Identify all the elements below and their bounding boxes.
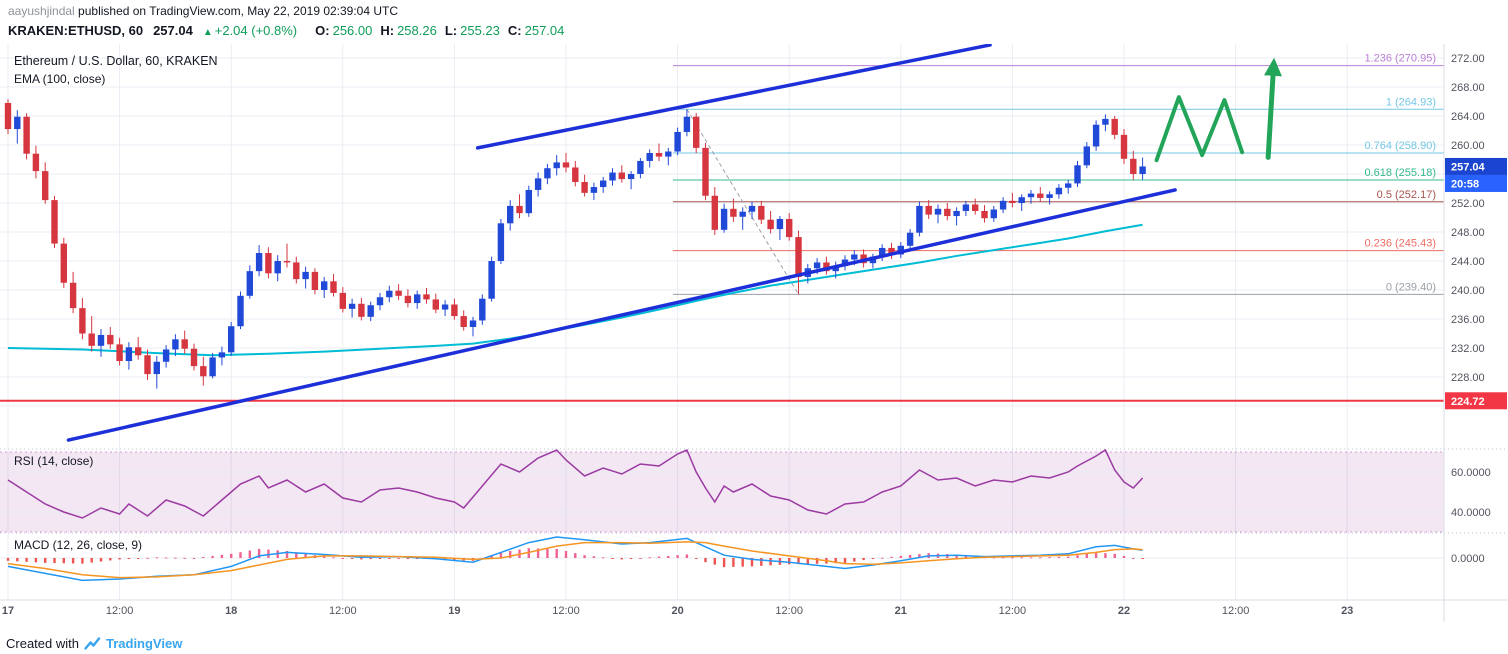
svg-text:0.618 (255.18): 0.618 (255.18) [1364,167,1436,179]
svg-text:0 (239.40): 0 (239.40) [1386,281,1436,293]
chart-legend-rsi[interactable]: RSI (14, close) [14,454,94,468]
svg-text:268.00: 268.00 [1451,82,1485,94]
tradingview-logo-icon [84,636,101,651]
svg-text:260.00: 260.00 [1451,140,1485,152]
svg-text:240.00: 240.00 [1451,285,1485,297]
svg-text:248.00: 248.00 [1451,227,1485,239]
created-with-label: Created with [6,636,79,651]
ohlc-value: 256.00 [332,23,373,38]
author-name: aayushjindal [8,4,75,18]
svg-text:40.0000: 40.0000 [1451,507,1491,519]
svg-text:12:00: 12:00 [1222,605,1250,617]
svg-text:228.00: 228.00 [1451,372,1485,384]
ohlc-value: 255.23 [460,23,500,38]
chart-legend-symbol[interactable]: Ethereum / U.S. Dollar, 60, KRAKEN [14,54,218,68]
svg-text:12:00: 12:00 [552,605,580,617]
trend-channel[interactable] [66,44,1177,442]
candlesticks[interactable] [4,99,1146,389]
tradingview-wordmark[interactable]: TradingView [105,636,183,651]
svg-text:0.5 (252.17): 0.5 (252.17) [1377,189,1436,201]
drawn-arrows[interactable] [1154,57,1282,163]
svg-text:60.0000: 60.0000 [1451,467,1491,479]
svg-text:224.72: 224.72 [1451,396,1485,408]
price-change-text: +2.04 (+0.8%) [214,23,298,38]
ohlc-values: O: 256.00 H: 258.26 L: 255.23 C: 257.04 [307,20,564,41]
svg-text:1 (264.93): 1 (264.93) [1386,96,1436,108]
svg-text:272.00: 272.00 [1451,53,1485,65]
chart-area[interactable]: 1.236 (270.95) 1 (264.93) 0.764 (258.90) 0.… [0,44,1508,654]
svg-text:1.236 (270.95): 1.236 (270.95) [1364,53,1436,65]
svg-text:17: 17 [2,605,14,617]
macd-plot [6,536,1144,582]
svg-text:18: 18 [225,605,237,617]
ema-line[interactable] [7,223,1143,357]
ohlc-value: 258.26 [397,23,437,38]
svg-text:0.0000: 0.0000 [1451,553,1485,565]
chart-legend-ema[interactable]: EMA (100, close) [14,72,106,86]
ohlc-label: O: [315,23,330,38]
svg-text:20: 20 [671,605,683,617]
svg-text:22: 22 [1118,605,1130,617]
svg-text:244.00: 244.00 [1451,256,1485,268]
byline-text: published on TradingView.com, May 22, 20… [74,4,399,18]
svg-text:12:00: 12:00 [106,605,134,617]
svg-text:0.236 (245.43): 0.236 (245.43) [1364,238,1436,250]
svg-text:252.00: 252.00 [1451,198,1485,210]
last-price: 257.04 [153,23,193,38]
svg-text:232.00: 232.00 [1451,343,1485,355]
ohlc-label: L: [444,23,458,38]
rsi-band [0,451,1444,533]
chart-canvas[interactable]: 1.236 (270.95) 1 (264.93) 0.764 (258.90) 0.… [0,44,1508,654]
symbol-header: KRAKEN:ETHUSD, 60 257.04 ▲ +2.04 (+0.8%) … [8,20,1508,43]
svg-text:19: 19 [448,605,460,617]
chart-legend-macd[interactable]: MACD (12, 26, close, 9) [14,538,143,552]
svg-text:0.764 (258.90): 0.764 (258.90) [1364,140,1436,152]
pane-separators [0,44,1508,622]
time-axis[interactable]: 17 12:00 18 12:00 19 12:00 20 12:00 21 12:00 22 12:… [2,605,1353,617]
ohlc-label: C: [507,23,522,38]
rsi-line [7,448,1144,519]
svg-text:21: 21 [895,605,907,617]
price-badges: 257.04 20:58 224.72 [1445,157,1507,410]
price-axis[interactable]: 272.00 268.00 264.00 260.00 252.00 248.00 244.… [1451,53,1491,565]
footer: Created with TradingView [6,636,182,651]
price-change: ▲ +2.04 (+0.8%) [203,20,297,43]
svg-text:257.04: 257.04 [1451,161,1486,173]
publish-header: aayushjindal published on TradingView.co… [0,0,1508,44]
symbol-name: KRAKEN:ETHUSD, 60 [8,23,144,38]
svg-text:12:00: 12:00 [999,605,1027,617]
ohlc-value: 257.04 [524,23,565,38]
ohlc-label: H: [380,23,395,38]
svg-text:264.00: 264.00 [1451,111,1485,123]
byline: aayushjindal published on TradingView.co… [8,3,1508,20]
up-arrow-icon: ▲ [202,27,213,38]
svg-text:236.00: 236.00 [1451,314,1485,326]
svg-text:23: 23 [1341,605,1353,617]
fib-retracement[interactable]: 1.236 (270.95) 1 (264.93) 0.764 (258.90) 0.… [672,53,1444,295]
svg-text:20:58: 20:58 [1451,178,1479,190]
svg-text:12:00: 12:00 [329,605,357,617]
svg-text:12:00: 12:00 [775,605,803,617]
